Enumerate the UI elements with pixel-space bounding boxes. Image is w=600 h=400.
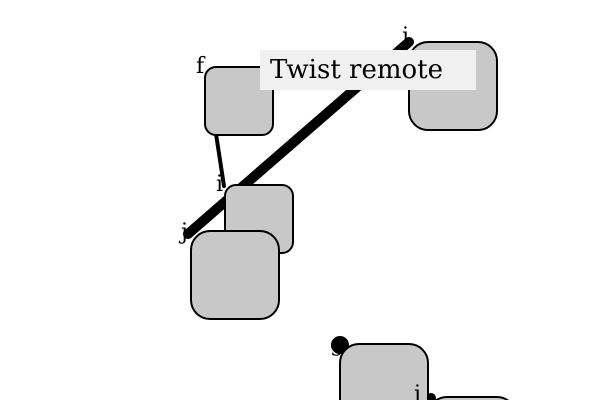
node-g[interactable] — [339, 343, 429, 400]
node-label-g: g — [330, 332, 345, 357]
node-label-j: j — [181, 220, 188, 245]
node-j[interactable] — [190, 230, 280, 320]
node-label-j-top: j — [402, 24, 409, 49]
node-label-f: f — [196, 54, 205, 79]
link-f-i — [214, 132, 226, 188]
node-label-i: i — [216, 172, 224, 197]
node-f[interactable] — [204, 66, 274, 136]
action-caption: Twist remote — [260, 50, 476, 90]
node-label-j-bottom: j — [414, 382, 421, 400]
node-j-bottom[interactable] — [427, 396, 517, 400]
